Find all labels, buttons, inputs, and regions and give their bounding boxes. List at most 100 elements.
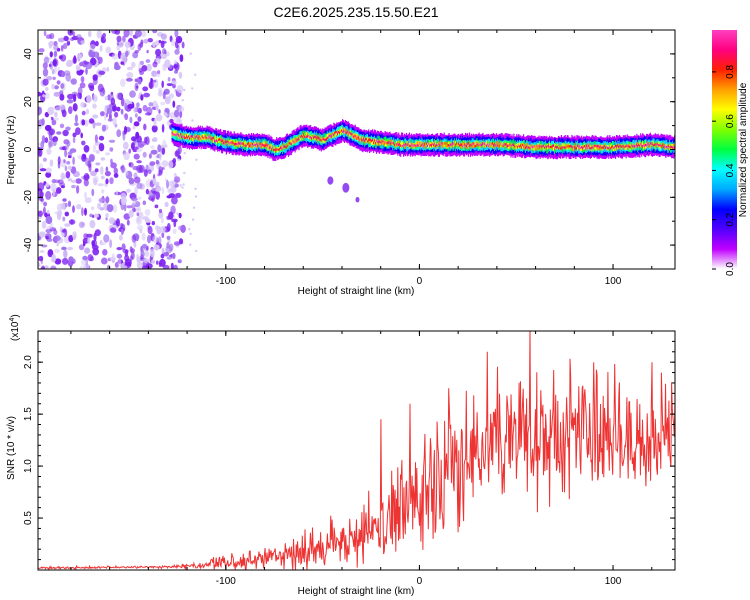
snr-scale-text: (x10 bbox=[10, 321, 21, 341]
ridge-cell bbox=[623, 142, 625, 149]
noise-dot bbox=[120, 61, 125, 65]
ridge-cell bbox=[407, 142, 409, 145]
noise-dot bbox=[171, 196, 178, 205]
ridge-cell bbox=[447, 144, 449, 147]
spectrogram-y-tick-label: -20 bbox=[23, 190, 34, 205]
ridge-cell bbox=[609, 143, 611, 149]
noise-dot bbox=[171, 39, 176, 47]
noise-dot bbox=[116, 253, 123, 259]
noise-dot bbox=[56, 80, 61, 85]
ridge-cell bbox=[576, 143, 578, 149]
ridge-cell bbox=[630, 145, 632, 148]
noise-dot bbox=[48, 40, 55, 47]
ridge-cell bbox=[256, 144, 258, 147]
spectrogram-y-tick-label: 40 bbox=[23, 48, 34, 60]
ridge-cell bbox=[463, 143, 465, 147]
noise-dot bbox=[145, 188, 149, 195]
ridge-cell bbox=[628, 145, 630, 148]
noise-dot bbox=[40, 197, 44, 202]
noise-dot bbox=[161, 232, 165, 238]
ridge-cell bbox=[240, 142, 242, 145]
noise-dot bbox=[109, 239, 113, 249]
ridge-cell bbox=[176, 133, 178, 136]
noise-dot bbox=[61, 257, 69, 265]
ridge-cell bbox=[609, 146, 611, 149]
ridge-cell bbox=[433, 143, 435, 147]
noise-dot bbox=[173, 264, 178, 269]
noise-dot bbox=[152, 136, 158, 143]
ridge-cell bbox=[653, 143, 655, 147]
ridge-cell bbox=[328, 135, 330, 138]
noise-dot bbox=[39, 168, 47, 172]
ridge-cell bbox=[252, 144, 255, 147]
ridge-cell bbox=[522, 143, 524, 147]
ridge-cell bbox=[542, 144, 544, 148]
noise-dot bbox=[111, 53, 119, 60]
ridge-cell bbox=[479, 143, 481, 147]
noise-dot bbox=[54, 248, 60, 254]
ridge-cell bbox=[495, 144, 498, 147]
ridge-cell bbox=[284, 145, 287, 148]
ridge-cell bbox=[520, 144, 522, 147]
ridge-cell bbox=[220, 138, 222, 142]
ridge-cell bbox=[395, 144, 397, 147]
ridge-cell bbox=[264, 141, 266, 148]
ridge-cell bbox=[530, 144, 532, 147]
ridge-cell bbox=[321, 135, 323, 142]
noise-dot bbox=[38, 210, 43, 217]
ridge-cell bbox=[600, 144, 602, 148]
noise-dot bbox=[61, 232, 65, 238]
ridge-cell bbox=[347, 129, 349, 136]
noise-dot bbox=[133, 121, 140, 127]
noise-dot bbox=[80, 40, 86, 45]
ridge-cell bbox=[436, 144, 439, 147]
ridge-cell bbox=[604, 144, 606, 148]
ridge-cell bbox=[411, 143, 413, 147]
noise-dot bbox=[54, 117, 59, 121]
ridge-cell bbox=[271, 143, 273, 150]
ridge-cell bbox=[417, 141, 419, 147]
ridge-cell bbox=[540, 145, 542, 148]
noise-dot bbox=[72, 205, 75, 213]
noise-dot bbox=[143, 257, 149, 264]
ridge-cell bbox=[561, 143, 563, 149]
ridge-cell bbox=[499, 142, 501, 149]
ridge-cell bbox=[219, 138, 221, 141]
ridge-cell bbox=[208, 135, 210, 138]
noise-dot bbox=[178, 71, 183, 79]
noise-dot bbox=[66, 161, 71, 165]
noise-dot bbox=[142, 86, 149, 92]
ridge-cell bbox=[615, 144, 617, 148]
ridge-cell bbox=[626, 144, 628, 150]
ridge-cell bbox=[330, 135, 332, 138]
snr-panel: -100 0 100 0.5 1.0 1.5 2.0 Height of straight … bbox=[6, 314, 676, 597]
noise-dot bbox=[153, 73, 161, 77]
ridge-cell bbox=[574, 146, 576, 149]
noise-dot bbox=[178, 238, 184, 245]
ridge-cell bbox=[440, 142, 442, 145]
ridge-cell bbox=[643, 144, 645, 147]
noise-dot bbox=[120, 108, 124, 115]
ridge-cell bbox=[612, 145, 614, 151]
noise-dot bbox=[105, 166, 109, 173]
ridge-cell bbox=[656, 142, 658, 145]
ridge-cell bbox=[564, 146, 566, 149]
noise-dot bbox=[104, 96, 109, 101]
noise-dot bbox=[155, 159, 160, 165]
ridge-cell bbox=[299, 134, 301, 141]
noise-dot bbox=[64, 149, 68, 158]
noise-dot bbox=[53, 65, 58, 74]
noise-dot bbox=[123, 30, 130, 38]
ridge-cell bbox=[365, 138, 367, 144]
noise-dot bbox=[131, 136, 137, 142]
ridge-cell bbox=[601, 146, 603, 149]
noise-dot bbox=[122, 132, 126, 141]
ridge-cell bbox=[241, 142, 243, 145]
ridge-cell bbox=[347, 133, 349, 136]
spectrogram-x-tick-label: 0 bbox=[417, 276, 423, 287]
noise-dot bbox=[195, 249, 198, 253]
noise-dot bbox=[168, 93, 175, 99]
ridge-cell bbox=[534, 145, 536, 148]
ridge-cell bbox=[190, 135, 192, 141]
ridge-cell bbox=[513, 143, 515, 147]
